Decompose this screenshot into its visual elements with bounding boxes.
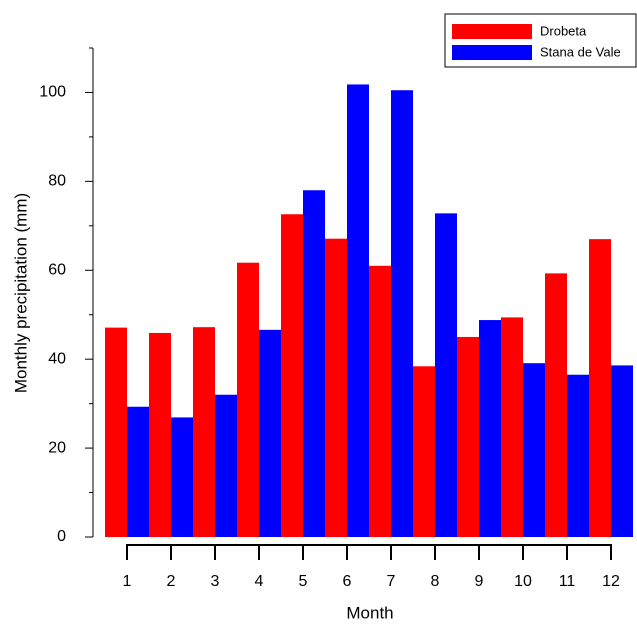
bar	[347, 84, 369, 537]
x-tick-label: 2	[167, 573, 176, 590]
bar	[303, 190, 325, 537]
x-tick-label: 6	[343, 573, 352, 590]
bar	[237, 262, 259, 537]
bar	[369, 265, 391, 537]
x-axis-label: Month	[346, 603, 393, 622]
bar	[479, 320, 501, 537]
bar	[105, 327, 127, 537]
legend-label: Stana de Vale	[540, 44, 621, 59]
bar	[435, 213, 457, 537]
x-tick-label: 3	[211, 573, 220, 590]
x-tick-label: 8	[431, 573, 440, 590]
x-tick-label: 11	[559, 573, 576, 590]
bar	[589, 239, 611, 537]
bar	[171, 417, 193, 537]
bar	[413, 366, 435, 537]
y-axis-label: Monthly precipitation (mm)	[11, 193, 30, 393]
x-tick-label: 12	[602, 573, 620, 590]
y-tick-label: 80	[48, 173, 66, 190]
legend-swatch	[452, 24, 532, 39]
x-tick-label: 5	[299, 573, 308, 590]
y-tick-label: 20	[48, 439, 66, 456]
bar	[457, 336, 479, 537]
bar	[127, 406, 149, 537]
y-tick-label: 40	[48, 350, 66, 367]
y-tick-label: 100	[39, 84, 66, 101]
bar	[259, 329, 281, 537]
x-tick-label: 7	[387, 573, 396, 590]
bar	[523, 363, 545, 537]
bar	[281, 214, 303, 537]
x-tick-label: 4	[255, 573, 264, 590]
legend-label: Drobeta	[540, 23, 587, 38]
x-tick-label: 1	[123, 573, 132, 590]
x-tick-label: 9	[475, 573, 484, 590]
bar	[567, 374, 589, 537]
y-tick-label: 0	[57, 528, 66, 545]
bar	[325, 238, 347, 537]
bar	[545, 273, 567, 537]
bar	[149, 332, 171, 537]
bar	[215, 394, 237, 537]
x-tick-label: 10	[514, 573, 532, 590]
bar	[611, 365, 633, 537]
bar	[501, 317, 523, 537]
bar	[193, 327, 215, 537]
bar	[391, 90, 413, 538]
y-tick-label: 60	[48, 261, 66, 278]
legend-swatch	[452, 45, 532, 60]
